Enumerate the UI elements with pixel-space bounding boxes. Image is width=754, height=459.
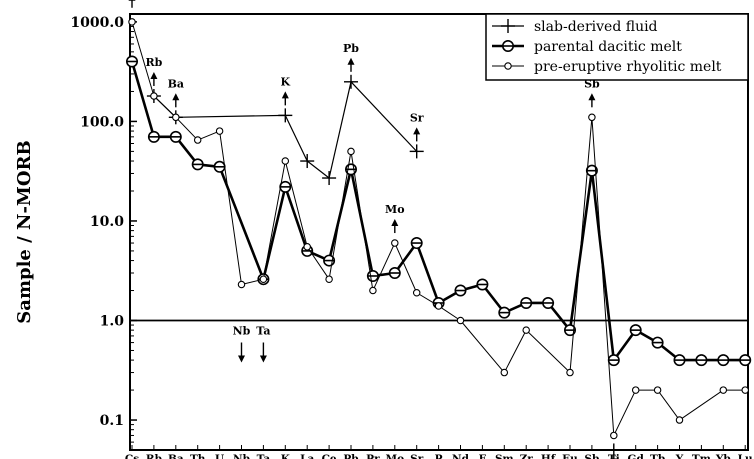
x-tick-label: Nb (233, 453, 250, 459)
x-tick-label: Tb (650, 453, 665, 459)
data-point-small-circle (172, 113, 180, 122)
data-point-small-circle (128, 18, 136, 26)
x-tick-label: Rb (146, 453, 162, 459)
x-tick-label: P (435, 453, 443, 459)
annotation-label: Ba (168, 77, 184, 90)
data-point-small-circle (259, 275, 268, 283)
arrow-down-head (259, 355, 267, 363)
data-point-small-circle (566, 368, 574, 377)
arrow-up-head (588, 93, 596, 101)
x-tick-label: Tm (692, 453, 711, 459)
data-point-small-circle (741, 386, 749, 394)
x-tick-label: Eu (562, 453, 578, 459)
x-tick-label: Pr (366, 453, 380, 459)
series-line (131, 21, 746, 436)
y-tick-label: 10.0 (90, 214, 124, 230)
x-tick-label: Hf (541, 453, 557, 459)
y-tick-label: 100.0 (80, 114, 124, 130)
data-point-small-circle (500, 368, 509, 377)
legend-label: slab-derived fluid (534, 19, 658, 35)
arrow-up-head (281, 91, 289, 99)
arrow-down-head (238, 355, 245, 363)
x-tick-label: F (479, 453, 487, 459)
annotation-label: Pb (343, 42, 359, 55)
x-tick-label: Ce (322, 453, 337, 459)
x-tick-label: Ba (168, 453, 184, 459)
x-tick-label: Cs (125, 453, 139, 459)
x-tick-label: Lu (738, 453, 753, 459)
data-point-small-circle (150, 92, 158, 100)
data-point-small-circle (456, 316, 465, 325)
axes: 1000.0 100.0 10.0 1.0 0.1 Sample / N-MORB Cs Rb… (14, 13, 753, 459)
x-tick-label: Mo (385, 453, 404, 459)
legend-box (485, 13, 749, 81)
arrow-up-head (413, 127, 421, 135)
data-point-small-circle (719, 386, 728, 394)
x-tick-label: Sb (584, 453, 599, 459)
arrow-up-head (150, 72, 158, 80)
annotation-label: Mo (385, 203, 405, 216)
data-point-small-circle (522, 326, 530, 334)
data-point-small-circle (653, 386, 662, 394)
data-point-small-circle (504, 62, 512, 70)
data-point-small-circle (281, 157, 290, 165)
y-tick-label: 0.1 (100, 413, 124, 429)
data-point-small-circle (412, 289, 421, 297)
x-tick-label: Y (675, 453, 684, 459)
data-point-small-circle (675, 416, 684, 424)
legend: slab-derived fluid parental dacitic melt p… (485, 13, 749, 81)
x-tick-label: U (215, 453, 224, 459)
data-point-small-circle (347, 147, 355, 156)
arrow-up-head (128, 0, 136, 1)
arrow-up-head (172, 93, 180, 101)
annotation-layer: Cs Rb Ba K Pb Sr Mo Sb Nb Ta (128, 0, 618, 459)
annotation-label: Sr (410, 111, 424, 124)
annotation-label: K (281, 75, 291, 88)
series-layer (126, 18, 752, 440)
x-tick-label: Ta (257, 453, 271, 459)
legend-label: pre-eruptive rhyolitic melt (534, 59, 722, 75)
data-point-small-circle (237, 280, 246, 289)
arrow-up-head (347, 57, 355, 65)
annotation-label: Ta (256, 324, 270, 337)
data-point-small-circle (369, 286, 377, 295)
x-tick-label: La (300, 453, 314, 459)
x-tick-label: Gd (628, 453, 645, 459)
y-tick-label: 1.0 (100, 313, 125, 329)
series-small-circle (128, 18, 749, 440)
data-point-small-circle (588, 113, 596, 122)
data-point-small-circle (193, 136, 202, 144)
x-tick-label: Zr (520, 453, 534, 459)
x-tick-label: Th (190, 453, 206, 459)
data-point-small-circle (303, 243, 311, 251)
legend-label: parental dacitic melt (534, 39, 682, 55)
data-point-small-circle (610, 431, 618, 440)
y-tick-label: 1000.0 (70, 15, 124, 31)
annotation-label: Nb (233, 324, 251, 337)
annotation-label: Rb (145, 56, 162, 69)
annotation-label: Cs (136, 0, 151, 3)
x-tick-label: Nd (452, 453, 470, 459)
series-line (130, 61, 746, 362)
x-tick-label: Sm (495, 453, 514, 459)
x-tick-label: Sr (410, 453, 424, 459)
x-tick-label: K (281, 453, 291, 459)
data-point-small-circle (215, 127, 224, 135)
data-point-small-circle (631, 386, 640, 394)
arrow-up-head (391, 219, 399, 227)
series-circle-bar (126, 55, 752, 367)
data-point-small-circle (325, 275, 333, 283)
data-point-small-circle (391, 239, 399, 247)
x-tick-label: Pb (343, 453, 358, 459)
data-point-small-circle (434, 302, 443, 310)
y-axis-label: Sample / N-MORB (14, 140, 35, 323)
x-tick-label: Yb (715, 453, 731, 459)
